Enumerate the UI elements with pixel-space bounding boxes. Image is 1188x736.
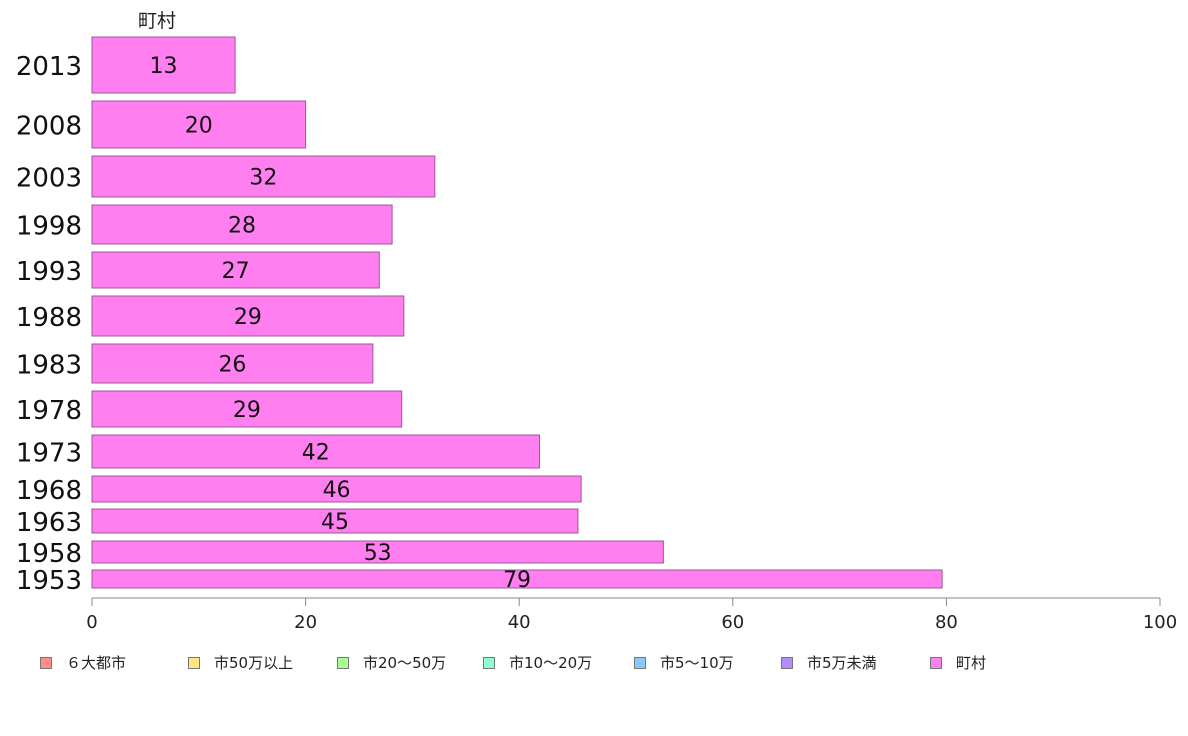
x-tick-label: 0 xyxy=(86,612,97,633)
legend-swatch xyxy=(781,656,793,669)
legend-item: 市20〜50万 xyxy=(337,652,446,673)
bar-value-label: 29 xyxy=(234,305,262,330)
bar xyxy=(91,100,307,149)
bar-value-label: 45 xyxy=(321,510,349,535)
legend-label: ６大都市 xyxy=(66,654,127,672)
y-tick-label: 1973 xyxy=(16,439,82,469)
legend-swatch xyxy=(40,656,52,669)
x-tick-label: 20 xyxy=(294,612,317,633)
x-tick-label: 40 xyxy=(508,612,531,633)
y-tick-label: 2008 xyxy=(16,112,82,142)
legend-label: 市10〜20万 xyxy=(509,654,593,672)
y-tick-label: 1998 xyxy=(16,212,82,242)
bar xyxy=(91,569,943,589)
bar-value-label: 28 xyxy=(228,214,256,239)
bar xyxy=(91,36,236,94)
bar xyxy=(91,434,540,469)
legend-item: 市50万以上 xyxy=(188,652,293,673)
bar xyxy=(91,390,403,428)
y-tick-label: 1978 xyxy=(16,396,82,426)
bar-value-label: 27 xyxy=(222,259,250,284)
bar xyxy=(91,475,582,503)
y-tick-label: 1968 xyxy=(16,476,82,506)
legend-swatch xyxy=(483,656,495,669)
legend-label: 市50万以上 xyxy=(214,654,294,672)
bar xyxy=(91,540,664,564)
series-title: 町村 xyxy=(138,10,177,32)
y-tick-label: 1988 xyxy=(16,303,82,333)
bar-value-label: 13 xyxy=(150,54,178,79)
bar-value-label: 32 xyxy=(249,166,277,191)
bar xyxy=(91,204,393,245)
bar-value-label: 26 xyxy=(218,353,246,378)
legend-label: 市5万未満 xyxy=(807,654,877,672)
legend-item: 町村 xyxy=(930,652,986,673)
y-tick-label: 2003 xyxy=(16,164,82,194)
legend-swatch xyxy=(930,656,942,669)
bar xyxy=(91,343,374,384)
x-tick-label: 60 xyxy=(721,612,744,633)
bar-value-label: 42 xyxy=(302,441,330,466)
legend-swatch xyxy=(188,656,200,669)
x-tick-label: 80 xyxy=(935,612,958,633)
legend-item: 市5万未満 xyxy=(781,652,877,673)
bar xyxy=(91,508,579,534)
y-tick-label: 2013 xyxy=(16,52,82,82)
legend-swatch xyxy=(634,656,646,669)
y-tick-label: 1953 xyxy=(16,566,82,596)
legend-item: ６大都市 xyxy=(40,652,126,673)
legend-item: 市5〜10万 xyxy=(634,652,734,673)
legend-label: 市20〜50万 xyxy=(363,654,447,672)
y-tick-label: 1958 xyxy=(16,539,82,569)
x-tick-label: 100 xyxy=(1143,612,1177,633)
bar-value-label: 20 xyxy=(185,114,213,139)
bar xyxy=(91,155,436,198)
bar xyxy=(91,251,380,289)
bar xyxy=(91,295,405,337)
bar-value-label: 29 xyxy=(233,398,261,423)
bar-value-label: 79 xyxy=(503,568,531,593)
y-tick-label: 1993 xyxy=(16,257,82,287)
legend-item: 市10〜20万 xyxy=(483,652,592,673)
bar-value-label: 53 xyxy=(364,541,392,566)
legend: ６大都市 市50万以上 市20〜50万 市10〜20万 市5〜10万 市5万未満 町村 xyxy=(40,652,1160,674)
legend-swatch xyxy=(337,656,349,669)
legend-label: 市5〜10万 xyxy=(660,654,734,672)
bar-value-label: 46 xyxy=(323,478,351,503)
legend-label: 町村 xyxy=(956,654,987,672)
y-tick-label: 1963 xyxy=(16,508,82,538)
y-tick-label: 1983 xyxy=(16,351,82,381)
